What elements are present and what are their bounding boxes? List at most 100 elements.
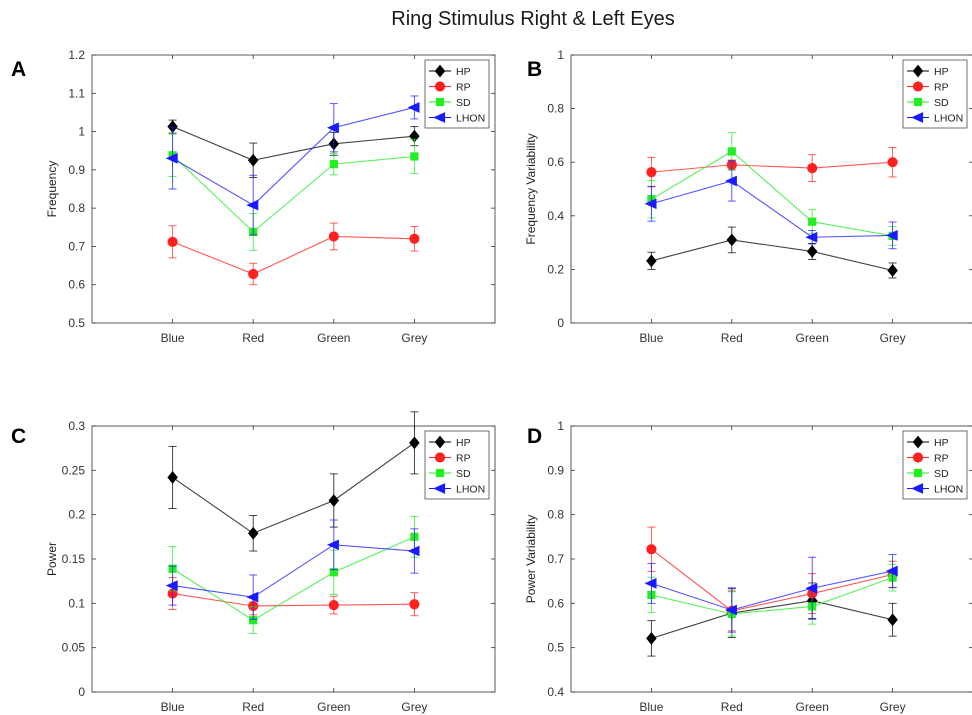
panel-b-series-rp xyxy=(646,147,898,188)
panel-a-ytick-label: 0.6 xyxy=(68,278,85,292)
panel-b-series-hp-point xyxy=(806,245,818,258)
panel-d-series-hp-point xyxy=(887,613,898,627)
panel-d-xtick-label: Red xyxy=(721,700,743,714)
panel-a-xtick-label: Grey xyxy=(401,331,427,345)
panel-c-xtick-label: Green xyxy=(317,700,350,714)
panel-b-ytick-label: 0.8 xyxy=(547,102,564,116)
panel-d: D 0.4 0.5 0.6 0.7 0.8 0.9 1 Blue Red Green Grey Powe… xyxy=(524,419,972,714)
panel-b-legend-marker xyxy=(912,64,924,78)
panel-c-legend-marker xyxy=(434,435,446,449)
panel-d-series-hp-line xyxy=(651,600,893,639)
panel-a-series-lhon-point xyxy=(165,152,178,164)
panel-d-ytick-label: 0.6 xyxy=(547,596,564,610)
panel-c-legend-label: SD xyxy=(456,468,471,480)
panel-d-ylabel: Power Variability xyxy=(524,515,538,603)
panel-c-series-rp-point xyxy=(409,599,420,610)
panel-c-legend-marker xyxy=(435,468,445,478)
panel-d-legend: HP RP SD LHON xyxy=(902,430,968,500)
panel-b-series-sd-point xyxy=(727,147,736,156)
panel-b-series-lhon-point xyxy=(885,229,898,241)
panel-a-series-lhon-point xyxy=(246,199,259,211)
panel-a-series-sd-point xyxy=(329,160,338,169)
panel-c-series-lhon-point xyxy=(326,539,339,551)
panel-c-series-rp-point xyxy=(328,600,339,611)
panel-c-series-lhon-point xyxy=(165,580,178,591)
panel-d-legend-label: LHON xyxy=(934,484,963,496)
panel-b-legend-marker xyxy=(912,81,924,92)
panel-d-ytick-label: 0.4 xyxy=(547,685,564,699)
panel-d-xtick-label: Blue xyxy=(639,700,663,714)
panel-c-legend-marker xyxy=(433,483,446,494)
panel-b-series-lhon-point xyxy=(805,231,818,243)
panel-a-ytick-label: 0.7 xyxy=(68,239,85,253)
panel-d-series-lhon xyxy=(644,554,898,633)
panel-d-series-rp-point xyxy=(646,544,657,555)
panel-d-series-hp-point xyxy=(646,631,657,645)
panel-d-ytick-label: 0.8 xyxy=(547,508,564,522)
panel-b-ytick-label: 0.4 xyxy=(547,209,564,223)
panel-a-ytick-label: 1.1 xyxy=(68,86,85,100)
panel-d-legend-marker xyxy=(912,452,924,463)
panel-c-series-rp-line xyxy=(172,593,415,607)
panel-d-legend-label: HP xyxy=(934,437,949,449)
panel-b-legend-label: LHON xyxy=(934,113,963,125)
panel-c-series-sd-line xyxy=(172,536,415,621)
panel-a-series-sd-point xyxy=(410,152,419,161)
panel-b-series-hp xyxy=(646,226,898,279)
panel-c-series-lhon-line xyxy=(172,544,415,598)
panel-a-series-lhon-line xyxy=(172,106,415,206)
panel-c-series-hp xyxy=(167,411,420,552)
panel-c-legend-label: LHON xyxy=(456,484,485,496)
panel-b-series-rp-line xyxy=(651,161,893,173)
panel-d-series-lhon-point xyxy=(885,565,898,577)
panel-d-series-lhon-line xyxy=(651,570,893,611)
panel-a-legend-label: HP xyxy=(456,66,471,78)
panel-a-legend-marker xyxy=(433,112,446,123)
panel-c-legend-label: HP xyxy=(456,437,471,449)
panel-a-series-rp-line xyxy=(172,235,415,275)
panel-b-series-sd-point xyxy=(808,217,817,226)
panel-a-series-hp-line xyxy=(172,126,415,161)
panel-d-legend-marker xyxy=(913,468,923,478)
panel-a-legend-marker xyxy=(434,64,446,78)
panel-c-ytick-label: 0.25 xyxy=(62,463,86,477)
panel-a-legend: HP RP SD LHON xyxy=(424,59,490,129)
panel-b-xtick-label: Grey xyxy=(880,331,906,345)
panel-c-ytick-label: 0.3 xyxy=(68,419,85,433)
panel-c-xtick-label: Blue xyxy=(161,700,185,714)
panel-d-series-lhon-point xyxy=(644,578,657,589)
panel-c-series-lhon-point xyxy=(246,591,259,603)
panel-b-letter: B xyxy=(527,58,542,81)
panel-b-series-lhon xyxy=(644,160,898,250)
panel-d-ytick-label: 0.5 xyxy=(547,641,564,655)
panel-d-ytick-label: 0.7 xyxy=(547,552,564,566)
panel-c-xtick-label: Red xyxy=(242,700,264,714)
panel-b-series-lhon-point xyxy=(724,175,737,187)
panel-a-legend-label: LHON xyxy=(456,113,485,125)
panel-a-series-lhon-point xyxy=(407,102,420,113)
panel-c-ytick-label: 0.15 xyxy=(62,552,86,566)
panel-d-series-sd-line xyxy=(651,577,893,615)
panel-a-letter: A xyxy=(11,58,26,81)
panel-d-xtick-label: Grey xyxy=(880,700,906,714)
panel-a-xtick-label: Red xyxy=(242,331,264,345)
panel-a: A 0.5 0.6 0.7 0.8 0.9 1 1.1 1.2 Blue Red Green Grey F… xyxy=(11,48,496,345)
panel-c-ylabel: Power xyxy=(45,542,59,576)
panel-a-legend-label: SD xyxy=(456,97,471,109)
panel-d-legend-label: RP xyxy=(934,453,949,465)
panel-c-ytick-label: 0.05 xyxy=(62,641,86,655)
panel-c-ytick-label: 0.1 xyxy=(68,596,85,610)
panel-b-xtick-label: Red xyxy=(721,331,743,345)
panel-a-ytick-label: 0.5 xyxy=(68,316,85,330)
panel-a-series-rp-point xyxy=(248,268,259,280)
panel-a-series-rp-point xyxy=(409,233,420,244)
panel-c-series-hp-point xyxy=(247,526,259,540)
panel-d-series-rp-line xyxy=(651,548,893,612)
panel-b-legend: HP RP SD LHON xyxy=(902,59,968,129)
panel-b-xtick-label: Green xyxy=(796,331,829,345)
panel-d-legend-marker xyxy=(911,483,924,494)
panel-b-series-rp-point xyxy=(646,167,657,178)
panel-a-legend-marker xyxy=(434,81,446,92)
panel-d-ytick-label: 0.9 xyxy=(547,463,564,477)
panel-c-series-lhon-point xyxy=(407,545,420,557)
